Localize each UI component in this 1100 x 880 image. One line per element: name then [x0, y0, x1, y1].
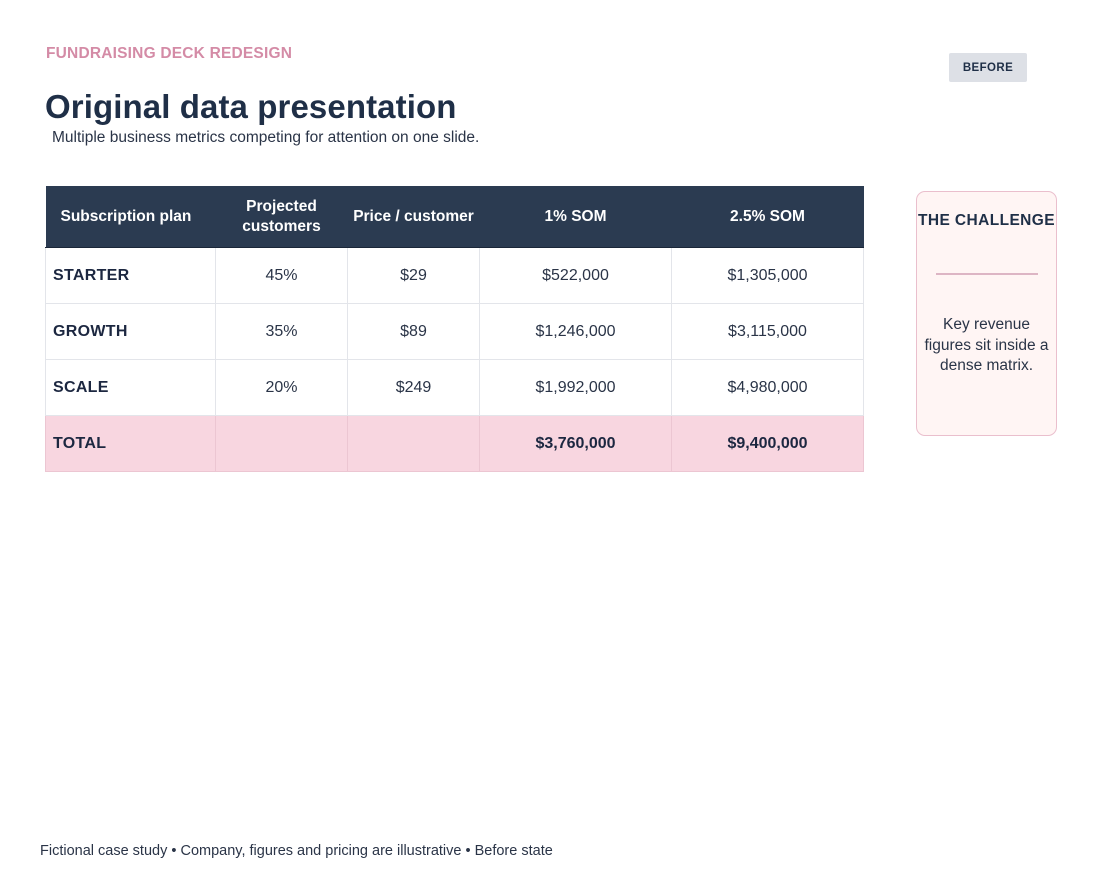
- customers-cell: 20%: [215, 359, 348, 416]
- customers-cell: 35%: [215, 303, 348, 360]
- page-title: Original data presentation: [45, 88, 457, 125]
- total-som-1-cell: $3,760,000: [479, 415, 672, 472]
- column-header-customers: Projected customers: [215, 186, 348, 248]
- plan-cell: STARTER: [45, 247, 216, 304]
- som-2-5-cell: $3,115,000: [671, 303, 864, 360]
- som-1-cell: $1,992,000: [479, 359, 672, 416]
- total-label-cell: TOTAL: [45, 415, 216, 472]
- challenge-callout: THE CHALLENGE Key revenue figures sit in…: [916, 191, 1057, 436]
- som-2-5-cell: $1,305,000: [671, 247, 864, 304]
- column-header-plan: Subscription plan: [45, 186, 216, 248]
- customers-cell: 45%: [215, 247, 348, 304]
- table-row: SCALE 20% $249 $1,992,000 $4,980,000: [45, 359, 864, 416]
- som-1-cell: $522,000: [479, 247, 672, 304]
- challenge-title: THE CHALLENGE: [918, 212, 1055, 229]
- table-header-row: Subscription plan Projected customers Pr…: [45, 186, 864, 248]
- footer-note: Fictional case study • Company, figures …: [40, 843, 553, 859]
- column-header-som-1: 1% SOM: [479, 186, 672, 248]
- page-subtitle: Multiple business metrics competing for …: [52, 129, 480, 146]
- column-header-som-2-5: 2.5% SOM: [671, 186, 864, 248]
- revenue-matrix-table: Subscription plan Projected customers Pr…: [45, 186, 864, 472]
- price-cell: $249: [347, 359, 480, 416]
- challenge-body: Key revenue figures sit inside a dense m…: [924, 316, 1049, 374]
- eyebrow-label: FUNDRAISING DECK REDESIGN: [46, 45, 293, 62]
- som-2-5-cell: $4,980,000: [671, 359, 864, 416]
- total-customers-cell: [215, 415, 348, 472]
- plan-cell: GROWTH: [45, 303, 216, 360]
- status-badge: BEFORE: [949, 53, 1027, 82]
- price-cell: $29: [347, 247, 480, 304]
- table-row: STARTER 45% $29 $522,000 $1,305,000: [45, 247, 864, 304]
- column-header-price: Price / customer: [347, 186, 480, 248]
- plan-cell: SCALE: [45, 359, 216, 416]
- total-price-cell: [347, 415, 480, 472]
- price-cell: $89: [347, 303, 480, 360]
- som-1-cell: $1,246,000: [479, 303, 672, 360]
- total-som-2-5-cell: $9,400,000: [671, 415, 864, 472]
- challenge-divider: [936, 273, 1038, 275]
- table-row: GROWTH 35% $89 $1,246,000 $3,115,000: [45, 303, 864, 360]
- total-row: TOTAL $3,760,000 $9,400,000: [45, 415, 864, 472]
